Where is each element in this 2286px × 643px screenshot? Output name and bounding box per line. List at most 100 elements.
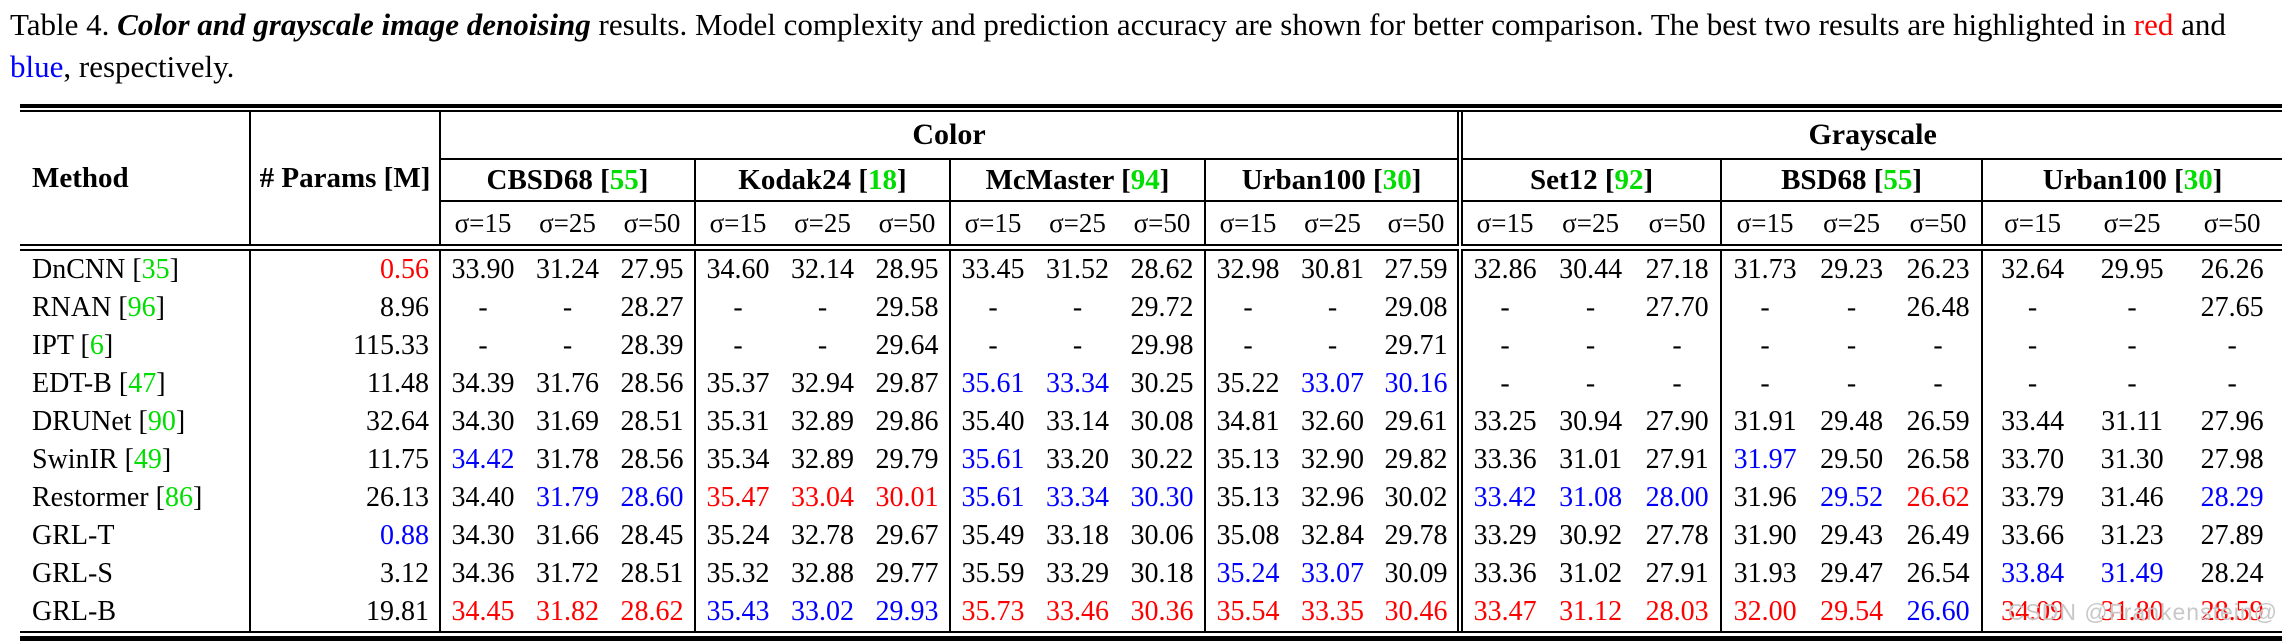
psnr-cell: 30.09: [1384, 558, 1448, 589]
psnr-cell: 31.91: [1720, 403, 1809, 441]
psnr-cell: 29.93: [875, 596, 939, 627]
psnr-cell: 30.36: [1130, 596, 1194, 627]
results-table-wrap: Method # Params [M] Color Grayscale CBSD68 […: [20, 104, 2283, 641]
params-value: 26.13: [250, 479, 441, 517]
results-table-head: Method # Params [M] Color Grayscale CBSD68 […: [20, 112, 2283, 251]
psnr-cell: 29.82: [1384, 444, 1448, 475]
method-name: GRL-T: [20, 517, 251, 555]
psnr-cell: 33.35: [1301, 596, 1364, 627]
psnr-cell: 33.20: [1046, 444, 1109, 475]
psnr-cell: 30.02: [1384, 482, 1448, 513]
table-row-rnan: RNAN [96] 8.96- -28.27- -29.58- -29.72- -29.0…: [20, 289, 2282, 327]
psnr-cell: 29.78: [1384, 520, 1448, 551]
method-label: Restormer: [32, 482, 149, 513]
psnr-cell: 27.91: [1645, 444, 1709, 475]
dataset-header-mcmaster: McMaster [94]: [949, 159, 1205, 202]
method-label: DnCNN: [32, 254, 126, 285]
psnr-cell: 33.47: [1457, 593, 1548, 631]
sigma-label: σ=50: [1909, 207, 1967, 238]
table-row-edt-b: EDT-B [47] 11.48 34.39 31.76 28.56 35.37 32.94…: [20, 365, 2282, 403]
psnr-cell: 31.79: [536, 482, 599, 513]
table-bottom-rule: [20, 631, 2282, 641]
sigma-label: σ=15: [1720, 201, 1809, 245]
psnr-cell: 27.59: [1384, 254, 1448, 285]
psnr-cell: 34.39: [451, 368, 515, 399]
psnr-cell: 27.78: [1645, 520, 1709, 551]
psnr-cell: 31.90: [1720, 517, 1809, 555]
table-row-swinir: SwinIR [49] 11.75 34.42 31.78 28.56 35.34 32.8…: [20, 441, 2282, 479]
method-name: GRL-B: [20, 593, 251, 631]
sigma-label: σ=50: [1133, 207, 1191, 238]
table-row-grl-t: GRL-T 0.88 34.30 31.66 28.45 35.24 32.78 29.67 3…: [20, 517, 2282, 555]
params-value: 0.56: [250, 250, 441, 289]
psnr-cell: -: [1846, 368, 1857, 399]
psnr-cell: 31.46: [2100, 482, 2164, 513]
psnr-cell: -: [2127, 292, 2137, 323]
sigma-label: σ=25: [1823, 207, 1880, 238]
header-dataset-row: CBSD68 [55] Kodak24 [18] McMaster [94] Urba…: [20, 159, 2283, 202]
psnr-cell: -: [1585, 368, 1596, 399]
method-label: IPT: [32, 330, 74, 361]
psnr-cell: 29.58: [875, 292, 939, 323]
psnr-cell: 30.18: [1130, 558, 1194, 589]
psnr-cell: 35.40: [949, 403, 1035, 441]
psnr-cell: 33.36: [1457, 441, 1548, 479]
psnr-cell: 33.34: [1046, 482, 1109, 513]
psnr-cell: 28.29: [2200, 482, 2264, 513]
sigma-label: σ=50: [623, 207, 681, 238]
sigma-label: σ=25: [539, 207, 596, 238]
method-label: EDT-B: [32, 368, 112, 399]
psnr-cell: 32.89: [791, 406, 854, 437]
dataset-header-urban100: Urban100 [30]: [1203, 159, 1461, 202]
psnr-cell: -: [1846, 292, 1857, 323]
psnr-cell: 26.58: [1906, 444, 1970, 475]
method-name: DRUNet [90]: [20, 403, 251, 441]
psnr-cell: 32.86: [1457, 250, 1548, 289]
params-value: 3.12: [250, 555, 441, 593]
psnr-cell: 33.04: [791, 482, 854, 513]
psnr-cell: 34.09: [1981, 593, 2083, 631]
psnr-cell: 27.65: [2200, 292, 2264, 323]
sigma-label: σ=15: [454, 207, 512, 238]
psnr-cell: 29.48: [1820, 406, 1884, 437]
sigma-label: σ=25: [794, 207, 851, 238]
sigma-label: σ=15: [1204, 201, 1290, 245]
table-row-dncnn: DnCNN [35] 0.56 33.90 31.24 27.95 34.60 32.14 2…: [20, 250, 2282, 289]
group-header-color: Color: [440, 112, 1461, 160]
psnr-cell: 28.59: [2200, 596, 2264, 627]
sigma-label: σ=50: [1648, 207, 1706, 238]
psnr-cell: 35.59: [949, 555, 1035, 593]
psnr-cell: 35.13: [1204, 479, 1290, 517]
psnr-cell: -: [1204, 289, 1290, 327]
psnr-cell: 31.97: [1720, 441, 1809, 479]
psnr-cell: 34.40: [451, 482, 515, 513]
psnr-cell: 27.89: [2200, 520, 2264, 551]
psnr-cell: 35.32: [694, 555, 780, 593]
psnr-cell: 33.45: [949, 250, 1035, 289]
psnr-cell: 28.24: [2200, 558, 2264, 589]
psnr-cell: 35.61: [949, 441, 1035, 479]
psnr-cell: 31.12: [1559, 596, 1623, 627]
psnr-cell: 30.01: [875, 482, 939, 513]
psnr-cell: 35.13: [1204, 441, 1290, 479]
psnr-cell: 33.66: [1981, 517, 2083, 555]
citation-ref: 30: [2183, 163, 2213, 196]
psnr-cell: 26.60: [1906, 596, 1970, 627]
dataset-name: McMaster: [985, 163, 1114, 196]
psnr-cell: -: [2127, 368, 2137, 399]
psnr-cell: -: [1981, 365, 2083, 403]
psnr-cell: 29.52: [1820, 482, 1884, 513]
psnr-cell: 34.42: [451, 444, 515, 475]
psnr-cell: 26.54: [1906, 558, 1970, 589]
psnr-cell: 26.49: [1906, 520, 1970, 551]
table-top-rule: [20, 104, 2282, 112]
double-rule-cell: [20, 244, 2283, 251]
psnr-cell: 33.70: [1981, 441, 2083, 479]
table-row-ipt: IPT [6] 115.33- -28.39- -29.64- -29.98- -29.7…: [20, 327, 2282, 365]
psnr-cell: 27.18: [1645, 254, 1709, 285]
psnr-cell: 31.30: [2100, 444, 2164, 475]
psnr-cell: 28.60: [620, 482, 684, 513]
params-value: 115.33: [250, 327, 441, 365]
psnr-cell: 28.45: [620, 520, 684, 551]
psnr-cell: 29.95: [2100, 254, 2164, 285]
